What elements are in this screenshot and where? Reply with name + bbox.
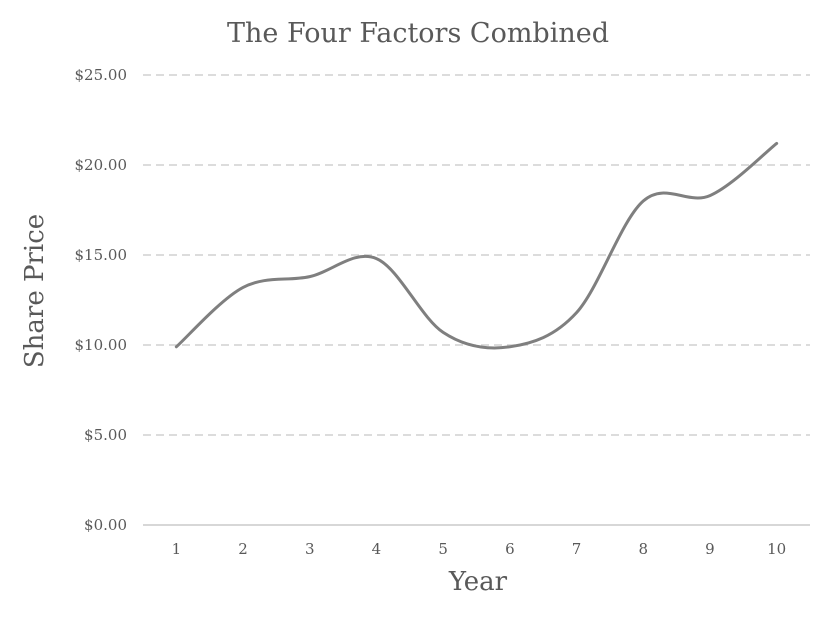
x-axis-title: Year — [448, 567, 508, 597]
x-tick-label: 10 — [767, 540, 786, 558]
data-point — [575, 311, 578, 314]
y-tick-label: $10.00 — [75, 336, 128, 354]
x-tick-label: 3 — [305, 540, 315, 558]
y-tick-labels: $0.00 $5.00 $10.00 $15.00 $20.00 $25.00 — [75, 66, 128, 534]
y-tick-label: $0.00 — [84, 516, 127, 534]
y-tick-label: $5.00 — [84, 426, 127, 444]
data-point — [175, 345, 178, 348]
data-point — [775, 142, 778, 145]
series-layer — [174, 141, 779, 350]
x-tick-label: 1 — [172, 540, 182, 558]
x-tick-label: 2 — [238, 540, 248, 558]
data-point — [508, 345, 511, 348]
y-tick-label: $15.00 — [75, 246, 128, 264]
x-tick-label: 6 — [505, 540, 515, 558]
y-tick-label: $25.00 — [75, 66, 128, 84]
x-tick-label: 9 — [705, 540, 715, 558]
x-tick-label: 4 — [372, 540, 382, 558]
y-axis-title: Share Price — [20, 214, 50, 368]
data-point — [242, 286, 245, 289]
gridlines — [143, 74, 810, 436]
data-point — [375, 257, 378, 260]
data-point — [442, 331, 445, 334]
x-tick-label: 5 — [438, 540, 448, 558]
chart-title: The Four Factors Combined — [227, 18, 609, 49]
data-point — [708, 194, 711, 197]
series-line — [174, 141, 779, 350]
data-point — [642, 200, 645, 203]
x-tick-labels: 1 2 3 4 5 6 7 8 9 10 — [172, 540, 787, 558]
y-tick-label: $20.00 — [75, 156, 128, 174]
x-tick-label: 8 — [638, 540, 648, 558]
x-tick-label: 7 — [572, 540, 582, 558]
data-point — [308, 275, 311, 278]
